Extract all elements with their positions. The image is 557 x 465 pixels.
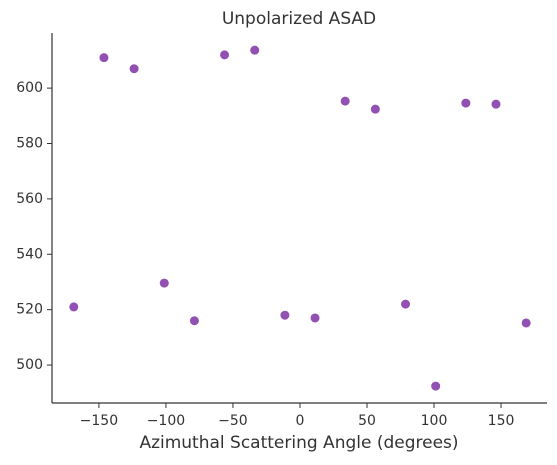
- point: [189, 316, 199, 326]
- point: [310, 313, 320, 323]
- point: [431, 381, 441, 391]
- point: [461, 98, 471, 108]
- x-tick-label: −150: [80, 413, 118, 429]
- point: [401, 299, 411, 309]
- x-tick-label: −50: [218, 413, 248, 429]
- point: [129, 64, 139, 74]
- point: [99, 53, 109, 63]
- y-tick-label: 540: [16, 246, 43, 262]
- point: [280, 310, 290, 320]
- point: [159, 278, 169, 288]
- point: [250, 45, 260, 55]
- y-tick-label: 500: [16, 357, 43, 373]
- point: [220, 50, 230, 60]
- x-tick-label: 150: [488, 413, 515, 429]
- point: [521, 318, 531, 328]
- x-axis-label: Azimuthal Scattering Angle (degrees): [139, 433, 458, 453]
- y-tick-label: 560: [16, 191, 43, 207]
- x-tick-label: 0: [296, 413, 305, 429]
- y-tick-label: 600: [16, 80, 43, 96]
- y-tick-label: 580: [16, 136, 43, 152]
- point: [340, 96, 350, 106]
- x-tick-label: 100: [421, 413, 448, 429]
- chart-title: Unpolarized ASAD: [222, 9, 376, 29]
- point: [69, 302, 79, 312]
- x-tick-label: −100: [147, 413, 185, 429]
- x-tick-label: 50: [358, 413, 376, 429]
- y-tick-label: 520: [16, 302, 43, 318]
- point: [370, 104, 380, 114]
- point: [491, 99, 501, 109]
